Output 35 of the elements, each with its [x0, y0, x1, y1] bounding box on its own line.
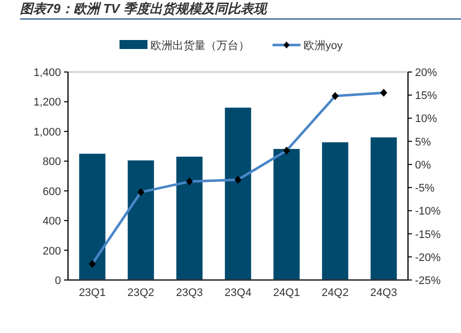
chart-title: 图表79：欧洲 TV 季度出货规模及同比表现	[20, 1, 268, 16]
bar	[224, 108, 252, 280]
bar	[128, 160, 154, 280]
x-tick-label: 24Q2	[322, 287, 349, 299]
bar	[322, 142, 348, 280]
y2-tick-label: -15%	[415, 228, 441, 241]
y2-tick-label: 20%	[415, 67, 438, 79]
y-tick-label: 200	[42, 245, 61, 258]
bar	[370, 137, 397, 280]
y2-tick-label: -10%	[415, 206, 441, 218]
y2-tick-label: -25%	[415, 275, 441, 287]
y2-tick-label: -5%	[415, 182, 435, 195]
x-tick-label: 24Q1	[273, 287, 300, 299]
y-tick-label: 1,000	[33, 126, 61, 138]
x-tick-label: 23Q1	[78, 287, 106, 299]
y2-tick-label: -20%	[415, 252, 441, 264]
x-tick-label: 23Q2	[127, 287, 154, 299]
x-tick-label: 24Q3	[370, 287, 398, 299]
legend-label: 欧洲出货量（万台）	[150, 39, 250, 52]
y2-tick-label: 5%	[415, 136, 432, 148]
x-tick-label: 23Q4	[224, 287, 252, 299]
y-tick-label: 400	[42, 216, 61, 228]
bar	[176, 156, 203, 280]
legend-label: 欧洲yoy	[304, 39, 344, 52]
y-tick-label: 1,400	[33, 67, 61, 79]
y-tick-label: 800	[42, 156, 61, 168]
y-tick-label: 1,200	[33, 96, 61, 109]
y2-tick-label: 0%	[415, 159, 432, 172]
y2-tick-label: 15%	[415, 90, 438, 102]
bar	[273, 148, 300, 280]
x-tick-label: 23Q3	[176, 287, 203, 299]
y-tick-label: 600	[42, 186, 61, 198]
y-tick-label: 0	[54, 275, 61, 287]
y2-tick-label: 10%	[415, 113, 438, 126]
bar	[79, 154, 106, 280]
